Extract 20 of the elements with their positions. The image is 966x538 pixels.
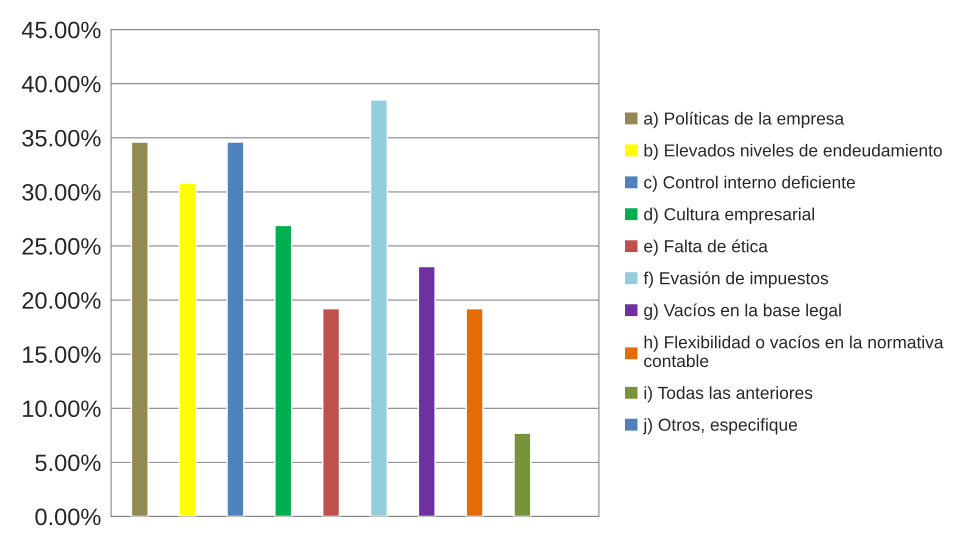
- y-tick-label: 40.00%: [22, 76, 101, 92]
- y-tick-label: 45.00%: [22, 22, 101, 38]
- legend-label: e) Falta de ética: [644, 239, 768, 256]
- legend-label: j) Otros, especifique: [642, 418, 798, 434]
- legend-label: d) Cultura empresarial: [644, 208, 814, 224]
- y-tick-label: 25.00%: [22, 238, 101, 255]
- legend-label: f) Evasión de impuestos: [644, 271, 828, 288]
- legend-label: i) Todas las anteriores: [644, 386, 812, 402]
- legend-label: c) Control interno deficiente: [644, 176, 855, 192]
- y-tick-label: 30.00%: [22, 184, 101, 201]
- legend-label: b) Elevados niveles de endeudamiento: [644, 144, 942, 160]
- legend-label: h) Flexibilidad o vacíos en la normativa contable: [644, 335, 944, 368]
- y-tick-label: 0.00%: [35, 508, 101, 526]
- y-tick-label: 10.00%: [23, 400, 101, 418]
- y-tick-label: 35.00%: [22, 130, 101, 147]
- y-tick-label: 15.00%: [23, 346, 101, 363]
- y-tick-label: 20.00%: [22, 292, 101, 309]
- legend-label: a) Políticas de la empresa: [644, 112, 844, 128]
- y-tick-label: 5.00%: [35, 454, 101, 472]
- legend-label: g) Vacíos en la base legal: [644, 303, 841, 320]
